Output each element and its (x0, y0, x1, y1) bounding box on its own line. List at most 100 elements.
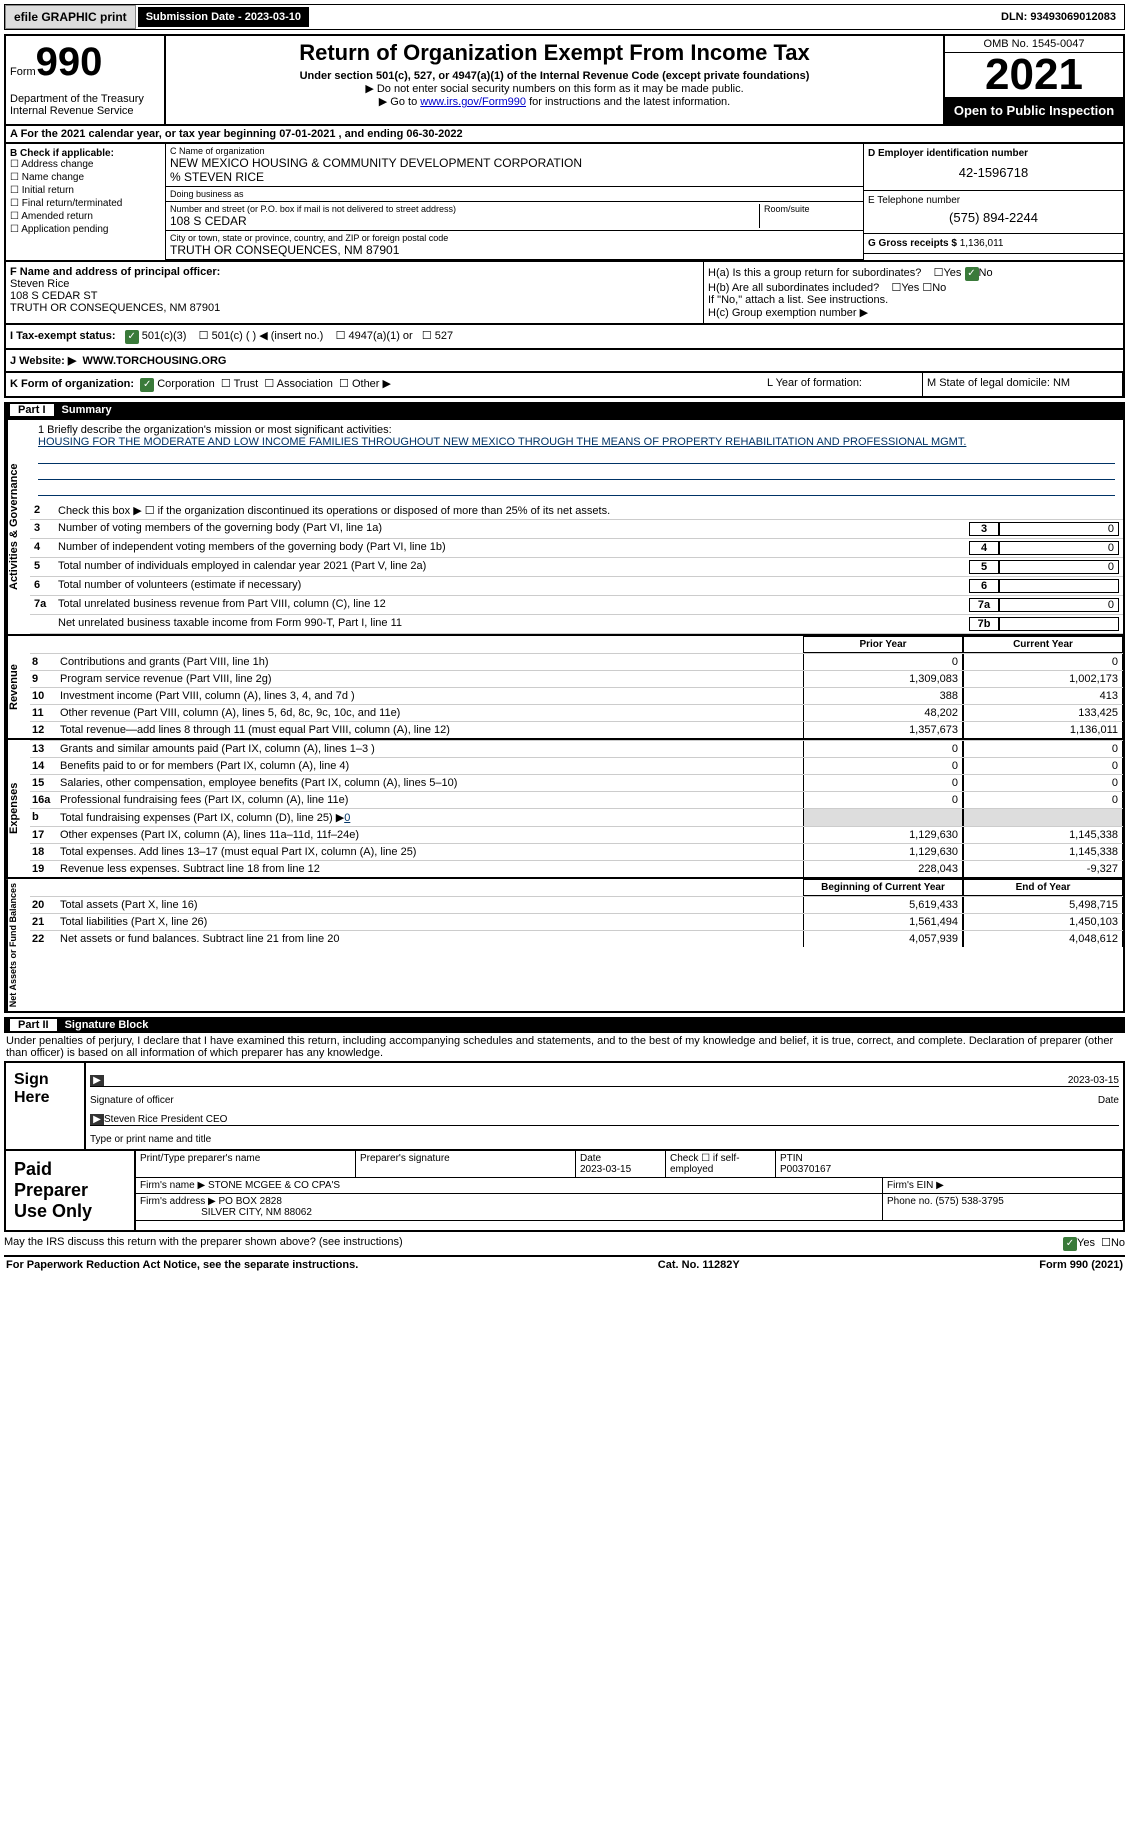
governance-section: Activities & Governance 1 Briefly descri… (4, 418, 1125, 636)
revenue-section: Revenue Prior YearCurrent Year 8Contribu… (4, 636, 1125, 740)
website-value: WWW.TORCHOUSING.ORG (82, 355, 226, 367)
firm-addr1: PO BOX 2828 (219, 1196, 282, 1207)
ha-label: H(a) Is this a group return for subordin… (708, 267, 921, 279)
side-net: Net Assets or Fund Balances (6, 879, 30, 1011)
line6: Total number of volunteers (estimate if … (58, 579, 969, 593)
part1-header: Part ISummary (4, 402, 1125, 418)
g-label: G Gross receipts $ (868, 238, 957, 249)
blank-line (38, 466, 1115, 480)
b-label: B Check if applicable: (10, 148, 161, 159)
arrow-icon: ▶ (90, 1075, 104, 1086)
sign-here-label: Sign Here (6, 1063, 86, 1149)
gross-receipts: 1,136,011 (960, 238, 1004, 249)
tax-status-row: I Tax-exempt status: ✓ 501(c)(3) ☐ 501(c… (4, 325, 1125, 350)
cb-final[interactable]: ☐ Final return/terminated (10, 198, 161, 209)
form-subtitle: Under section 501(c), 527, or 4947(a)(1)… (170, 70, 939, 82)
form-label: Form (10, 66, 36, 78)
col-end: End of Year (963, 879, 1123, 896)
street-addr: 108 S CEDAR (170, 214, 759, 228)
check-icon: ✓ (140, 378, 154, 392)
blank-line (38, 450, 1115, 464)
klm-row: K Form of organization: ✓ Corporation ☐ … (4, 373, 1125, 398)
open-inspection: Open to Public Inspection (945, 97, 1123, 124)
net-assets-section: Net Assets or Fund Balances Beginning of… (4, 879, 1125, 1013)
e-label: E Telephone number (868, 195, 1119, 206)
v7b (999, 617, 1119, 631)
h-note: If "No," attach a list. See instructions… (708, 294, 1119, 306)
top-bar: efile GRAPHIC print Submission Date - 20… (4, 4, 1125, 30)
side-expenses: Expenses (6, 740, 30, 877)
ptin: P00370167 (780, 1164, 831, 1175)
i-label: I Tax-exempt status: (10, 330, 116, 342)
check-icon: ✓ (125, 330, 139, 344)
officer-addr: 108 S CEDAR ST (10, 290, 699, 302)
preparer-block: Paid Preparer Use Only Print/Type prepar… (4, 1151, 1125, 1232)
phone: (575) 894-2244 (868, 206, 1119, 229)
v3: 0 (999, 522, 1119, 536)
irs-link[interactable]: www.irs.gov/Form990 (420, 96, 526, 108)
note-ssn: ▶ Do not enter social security numbers o… (170, 82, 939, 95)
col-current: Current Year (963, 636, 1123, 653)
officer-sig (104, 1075, 1068, 1086)
dln: DLN: 93493069012083 (1001, 11, 1124, 23)
form-header: Form990 Department of the Treasury Inter… (4, 34, 1125, 126)
col-prior: Prior Year (803, 636, 963, 653)
city-label: City or town, state or province, country… (170, 233, 859, 243)
dept-text: Department of the Treasury Internal Reve… (10, 93, 160, 117)
f-label: F Name and address of principal officer: (10, 266, 699, 278)
form-title: Return of Organization Exempt From Incom… (170, 40, 939, 66)
mission-text: HOUSING FOR THE MODERATE AND LOW INCOME … (38, 436, 1115, 448)
cb-initial[interactable]: ☐ Initial return (10, 185, 161, 196)
line7a: Total unrelated business revenue from Pa… (58, 598, 969, 612)
fg-block: F Name and address of principal officer:… (4, 262, 1125, 325)
firm-phone: (575) 538-3795 (935, 1196, 1003, 1207)
hc-label: H(c) Group exemption number ▶ (708, 306, 1119, 319)
firm-name: STONE MCGEE & CO CPA'S (208, 1180, 340, 1191)
j-label: J Website: ▶ (10, 355, 76, 367)
firm-addr2: SILVER CITY, NM 88062 (201, 1207, 312, 1218)
section-a: A For the 2021 calendar year, or tax yea… (4, 126, 1125, 144)
side-governance: Activities & Governance (6, 420, 30, 634)
arrow-icon: ▶ (90, 1114, 104, 1125)
side-revenue: Revenue (6, 636, 30, 738)
check-icon: ✓ (965, 267, 979, 281)
c-name-label: C Name of organization (170, 146, 859, 156)
paperwork-footer: For Paperwork Reduction Act Notice, see … (4, 1255, 1125, 1273)
cb-amended[interactable]: ☐ Amended return (10, 211, 161, 222)
efile-button[interactable]: efile GRAPHIC print (5, 5, 136, 29)
submission-date: Submission Date - 2023-03-10 (138, 7, 309, 27)
line3: Number of voting members of the governin… (58, 522, 969, 536)
m-domicile: M State of legal domicile: NM (923, 373, 1123, 396)
v7a: 0 (999, 598, 1119, 612)
officer-city: TRUTH OR CONSEQUENCES, NM 87901 (10, 302, 699, 314)
sig-date: 2023-03-15 (1068, 1075, 1119, 1086)
addr-label: Number and street (or P.O. box if mail i… (170, 204, 759, 214)
discuss-row: May the IRS discuss this return with the… (4, 1236, 1125, 1251)
d-label: D Employer identification number (868, 148, 1119, 159)
website-row: J Website: ▶ WWW.TORCHOUSING.ORG (4, 350, 1125, 373)
form-number: 990 (36, 40, 103, 84)
check-icon: ✓ (1063, 1237, 1077, 1251)
cb-name-change[interactable]: ☐ Name change (10, 172, 161, 183)
blank-line (38, 482, 1115, 496)
room-label: Room/suite (764, 204, 859, 214)
cat-no: Cat. No. 11282Y (658, 1259, 740, 1271)
expenses-section: Expenses 13Grants and similar amounts pa… (4, 740, 1125, 879)
sign-here-block: Sign Here ▶2023-03-15 Signature of offic… (4, 1061, 1125, 1151)
org-block: B Check if applicable: ☐ Address change … (4, 144, 1125, 262)
preparer-label: Paid Preparer Use Only (6, 1151, 136, 1230)
cb-pending[interactable]: ☐ Application pending (10, 224, 161, 235)
note-goto: ▶ Go to www.irs.gov/Form990 for instruct… (170, 95, 939, 108)
officer-name-print: Steven Rice President CEO (104, 1114, 227, 1125)
v5: 0 (999, 560, 1119, 574)
officer-name: Steven Rice (10, 278, 699, 290)
line4: Number of independent voting members of … (58, 541, 969, 555)
perjury-decl: Under penalties of perjury, I declare th… (4, 1033, 1125, 1061)
form-foot: Form 990 (2021) (1039, 1259, 1123, 1271)
l-formation: L Year of formation: (763, 373, 923, 396)
line5: Total number of individuals employed in … (58, 560, 969, 574)
cb-addr-change[interactable]: ☐ Address change (10, 159, 161, 170)
line7b: Net unrelated business taxable income fr… (58, 617, 969, 631)
mission-q: 1 Briefly describe the organization's mi… (38, 424, 1115, 436)
line2: Check this box ▶ ☐ if the organization d… (58, 504, 1119, 517)
